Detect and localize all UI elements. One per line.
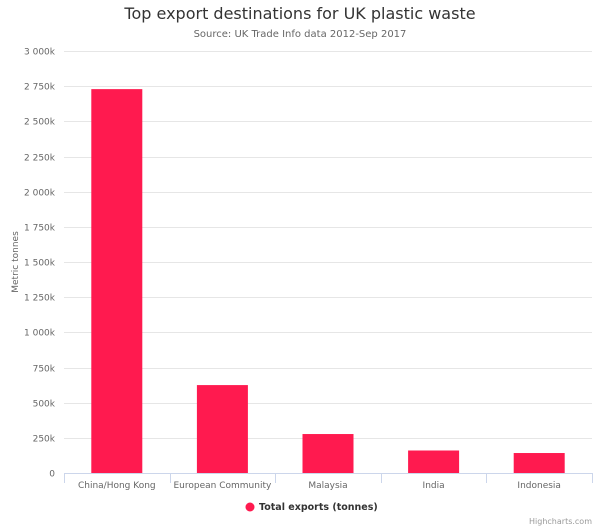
y-tick-label: 1 500k	[24, 259, 56, 269]
y-tick-label: 3 000k	[24, 48, 56, 58]
x-tick-label: Indonesia	[517, 481, 561, 491]
x-axis: China/Hong Kong European Community Malaysi…	[64, 473, 593, 491]
bar[interactable]	[408, 450, 460, 473]
y-tick-label: 2 000k	[24, 189, 56, 199]
y-tick-label: 750k	[33, 365, 56, 375]
credits-link[interactable]: Highcharts.com	[529, 517, 592, 526]
y-tick-label: 500k	[33, 400, 56, 410]
y-axis-label: Metric tonnes	[11, 231, 21, 293]
y-tick-label: 2 500k	[24, 118, 56, 128]
legend[interactable]: Total exports (tonnes)	[245, 502, 378, 513]
bars	[91, 89, 565, 473]
legend-label[interactable]: Total exports (tonnes)	[259, 502, 378, 513]
gridlines	[64, 51, 592, 474]
x-tick-label: India	[423, 481, 445, 491]
y-axis-ticks: 0 250k 500k 750k 1 000k 1 250k 1 500k 1 750k 2 0…	[24, 48, 56, 480]
x-tick-label: European Community	[173, 481, 271, 491]
y-tick-label: 1 250k	[24, 294, 56, 304]
y-tick-label: 0	[49, 470, 55, 480]
chart-subtitle: Source: UK Trade Info data 2012-Sep 2017	[194, 29, 407, 40]
y-tick-label: 1 000k	[24, 329, 56, 339]
chart-title: Top export destinations for UK plastic w…	[123, 4, 475, 23]
bar[interactable]	[196, 385, 248, 473]
legend-marker-icon	[245, 502, 255, 512]
x-tick-label: Malaysia	[308, 481, 347, 491]
bar[interactable]	[302, 434, 354, 473]
x-tick-label: China/Hong Kong	[78, 481, 156, 491]
y-tick-label: 250k	[33, 435, 56, 445]
y-tick-label: 2 750k	[24, 83, 56, 93]
y-tick-label: 1 750k	[24, 224, 56, 234]
bar[interactable]	[91, 89, 143, 473]
y-tick-label: 2 250k	[24, 154, 56, 164]
bar[interactable]	[513, 453, 565, 473]
